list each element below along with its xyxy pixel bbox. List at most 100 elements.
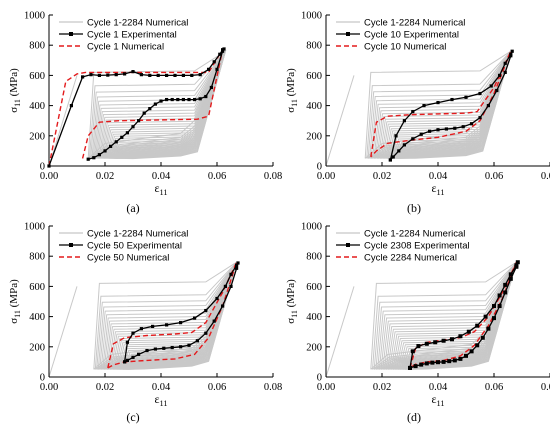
experimental-data-point [170, 345, 174, 350]
y-tick-label: 0 [317, 373, 322, 384]
experimental-data-point [114, 73, 118, 77]
y-tick-label: 0 [40, 373, 45, 384]
x-axis-label: ε11 [431, 392, 444, 408]
experimental-data-point [503, 70, 507, 74]
chart-panel: 0.00 0.02 0.04 0.06 0.08 0 200 400 600 800 1000 ε11… [8, 11, 282, 216]
y-tick-label: 800 [29, 41, 45, 52]
experimental-data-point [114, 140, 118, 144]
experimental-data-point [120, 135, 124, 139]
experimental-data-point [215, 296, 219, 301]
x-tick-label: 0.04 [152, 171, 171, 182]
experimental-data-point [221, 304, 225, 308]
experimental-data-point [464, 353, 468, 358]
experimental-data-point [142, 111, 146, 115]
experimental-data-point [81, 75, 85, 79]
experimental-data-point [131, 125, 135, 129]
experimental-data-point [153, 102, 157, 106]
x-tick-label: 0.02 [373, 171, 391, 182]
y-tick-label: 200 [29, 131, 45, 142]
chart-panel: 0.00 0.02 0.04 0.06 0.08 0 200 400 600 800 1000 ε11… [8, 222, 282, 425]
experimental-data-point [109, 144, 113, 148]
experimental-data-point [235, 266, 239, 270]
x-axis-label: ε11 [154, 181, 167, 197]
experimental-data-point [131, 70, 135, 74]
experimental-data-point [503, 282, 508, 287]
x-tick-label: 0.06 [485, 171, 503, 182]
experimental-data-point [492, 316, 496, 321]
y-tick-label: 600 [29, 71, 45, 82]
experimental-data-point [478, 116, 482, 120]
experimental-data-point [137, 119, 141, 123]
experimental-data-point [441, 338, 446, 343]
experimental-data-point [123, 360, 127, 364]
experimental-data-point [204, 94, 208, 99]
x-tick-label: 0.06 [208, 382, 226, 393]
experimental-data-point [388, 158, 392, 162]
experimental-data-point [69, 104, 73, 108]
gray-numerical-cycle-line [115, 51, 226, 160]
experimental-data-point [508, 272, 513, 277]
experimental-data-point [176, 97, 180, 102]
experimental-data-point [173, 73, 177, 77]
x-tick-label: 0.04 [152, 382, 171, 393]
experimental-data-point [408, 365, 412, 370]
y-tick-label: 600 [306, 71, 322, 82]
y-tick-label: 400 [29, 101, 45, 112]
legend-entry-label: Cycle 1-2284 Numerical [364, 18, 465, 29]
legend-entry-label: Cycle 2284 Numerical [364, 253, 457, 264]
experimental-data-point [402, 143, 406, 147]
experimental-data-point [410, 349, 415, 354]
x-tick-label: 0.08 [541, 382, 550, 393]
experimental-data-point [433, 340, 438, 345]
experimental-data-point [204, 308, 208, 313]
experimental-data-point [103, 149, 107, 153]
gray-numerical-elastic-line [325, 286, 355, 378]
experimental-data-point [436, 100, 440, 105]
legend-entry-label: Cycle 50 Experimental [87, 241, 182, 252]
experimental-data-point [207, 67, 211, 71]
x-tick-label: 0.02 [96, 171, 114, 182]
y-tick-label: 400 [306, 101, 322, 112]
experimental-data-point [489, 84, 493, 88]
experimental-data-point [478, 91, 482, 96]
experimental-data-point [229, 272, 233, 276]
x-tick-label: 0.08 [264, 382, 282, 393]
gray-numerical-elastic-line [48, 75, 78, 167]
experimental-data-point [413, 364, 418, 369]
experimental-data-point [218, 52, 222, 56]
red-numerical-series-line [107, 261, 238, 369]
experimental-data-point [411, 110, 415, 114]
experimental-data-point [198, 97, 202, 101]
experimental-data-point [170, 97, 174, 102]
y-tick-label: 400 [306, 312, 322, 323]
experimental-data-point [416, 344, 421, 349]
legend-swatch-marker [69, 243, 73, 247]
experimental-data-point [450, 337, 454, 342]
experimental-data-point [458, 356, 463, 361]
y-tick-label: 800 [306, 252, 322, 263]
experimental-data-point [503, 61, 507, 65]
chart-panel: 0.00 0.02 0.04 0.06 0.08 0 200 400 600 800 1000 ε11… [285, 222, 550, 424]
y-tick-label: 800 [306, 41, 322, 52]
experimental-data-point [470, 122, 474, 126]
experimental-data-point [461, 125, 465, 129]
experimental-data-point [498, 73, 502, 77]
experimental-data-point [159, 99, 163, 103]
experimental-data-point [187, 343, 191, 347]
experimental-data-point [47, 164, 51, 168]
experimental-data-point [441, 359, 446, 364]
y-axis-label: σ11 (MPa) [285, 279, 299, 324]
legend-swatch-marker [346, 32, 350, 36]
experimental-data-point [436, 128, 440, 132]
panel-caption: (c) [126, 410, 139, 424]
experimental-data-point [480, 335, 485, 340]
legend-entry-label: Cycle 50 Numerical [87, 253, 169, 264]
legend-swatch-marker [69, 32, 73, 36]
experimental-data-point [436, 360, 440, 365]
experimental-data-point [151, 324, 155, 329]
experimental-data-point [444, 127, 448, 131]
x-tick-label: 0.06 [208, 171, 226, 182]
experimental-data-point [181, 73, 185, 77]
gray-numerical-cycle-line [126, 262, 238, 370]
legend-entry-label: Cycle 1-2284 Numerical [87, 229, 188, 240]
